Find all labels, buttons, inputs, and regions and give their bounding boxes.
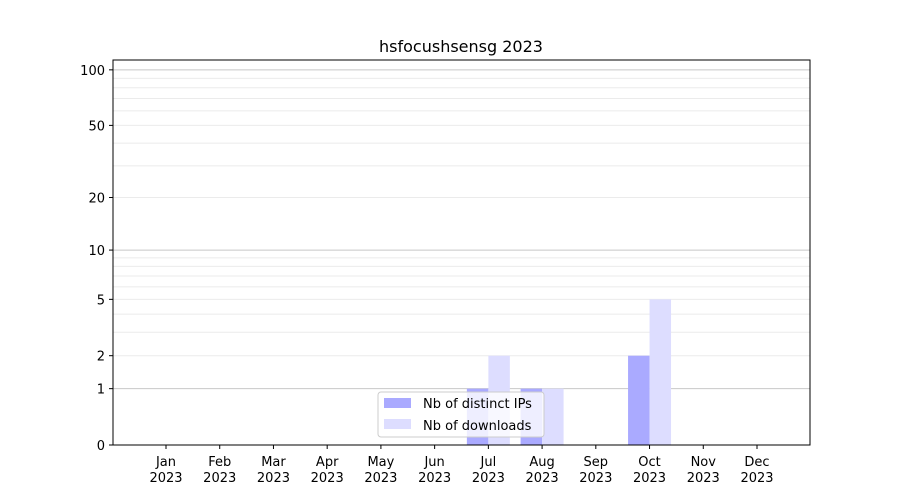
legend-swatch-ips xyxy=(384,398,411,408)
plot-frame xyxy=(112,59,811,446)
bar-downloads xyxy=(542,388,564,445)
x-tick-label: May 2023 xyxy=(364,455,397,486)
y-axis: 0 1 2 5 10 20 50 100 xyxy=(80,64,113,454)
legend-label-ips: Nb of distinct IPs xyxy=(423,397,532,412)
legend-box xyxy=(377,391,545,438)
y-tick-label: 20 xyxy=(88,192,105,207)
x-tick-label: Apr 2023 xyxy=(311,455,344,486)
x-tick-label: Sep 2023 xyxy=(579,455,612,486)
chart-title: hsfocushsensg 2023 xyxy=(379,37,543,56)
x-tick-label: Jun 2023 xyxy=(418,455,451,486)
x-tick-label: Oct 2023 xyxy=(633,455,666,486)
x-tick-label: Mar 2023 xyxy=(257,455,290,486)
y-tick-label: 1 xyxy=(97,383,105,398)
x-axis: Jan 2023 Feb 2023 Mar 2023 Apr 2023 May 2023 Jun 20… xyxy=(149,445,774,486)
x-tick-label: Feb 2023 xyxy=(203,455,236,486)
grid xyxy=(113,69,810,390)
x-tick-label: Aug 2023 xyxy=(526,455,559,486)
y-tick-label: 5 xyxy=(97,293,105,308)
legend-label-downloads: Nb of downloads xyxy=(423,419,532,434)
y-tick-label: 50 xyxy=(88,119,105,134)
y-tick-label: 100 xyxy=(80,64,105,79)
x-tick-label: Dec 2023 xyxy=(740,455,773,486)
legend-swatch-downloads xyxy=(384,419,411,429)
x-tick-label: Nov 2023 xyxy=(687,455,720,486)
y-tick-label: 0 xyxy=(97,439,105,454)
bar-ips xyxy=(628,355,650,445)
x-tick-label: Jan 2023 xyxy=(149,455,182,486)
legend: Nb of distinct IPs Nb of downloads xyxy=(377,391,545,438)
y-tick-label: 10 xyxy=(88,244,105,259)
y-tick-label: 2 xyxy=(97,350,105,365)
bar-downloads xyxy=(649,299,672,445)
x-tick-label: Jul 2023 xyxy=(472,455,505,486)
